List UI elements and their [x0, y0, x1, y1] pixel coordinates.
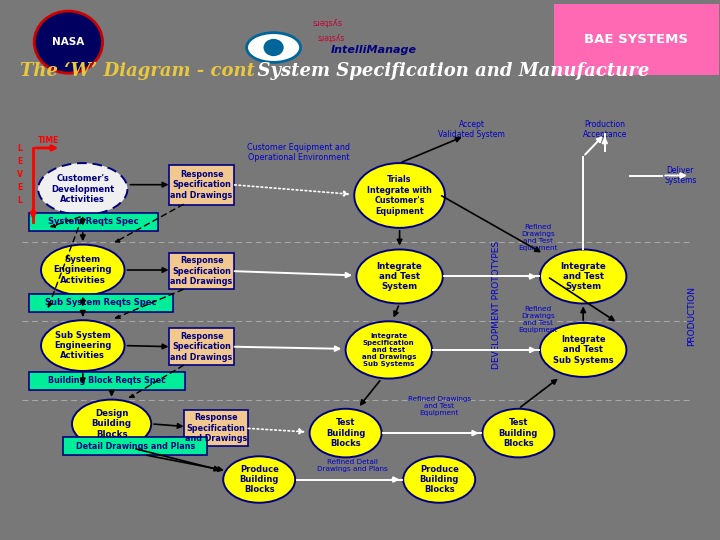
Text: BAE SYSTEMS: BAE SYSTEMS: [585, 33, 688, 46]
Ellipse shape: [354, 163, 445, 228]
Ellipse shape: [356, 249, 443, 303]
Text: DEVELOPMENT PROTOTYPES: DEVELOPMENT PROTOTYPES: [492, 241, 501, 369]
Text: Sub System
Engineering
Activities: Sub System Engineering Activities: [54, 330, 112, 361]
Ellipse shape: [346, 321, 432, 379]
Ellipse shape: [35, 11, 103, 73]
Text: Refined Detail
Drawings and Plans: Refined Detail Drawings and Plans: [318, 459, 388, 472]
Text: Production
Acceptance: Production Acceptance: [582, 120, 627, 139]
Text: Detail Drawings and Plans: Detail Drawings and Plans: [76, 442, 195, 450]
Text: Integrate
and Test
Sub Systems: Integrate and Test Sub Systems: [553, 335, 613, 365]
Text: System Reqts Spec: System Reqts Spec: [48, 218, 138, 226]
Ellipse shape: [310, 409, 382, 457]
Text: Produce
Building
Blocks: Produce Building Blocks: [420, 464, 459, 495]
FancyBboxPatch shape: [29, 213, 158, 231]
Ellipse shape: [223, 456, 295, 503]
Text: Integrate
and Test
System: Integrate and Test System: [377, 261, 423, 292]
Text: System Specification and Manufacture: System Specification and Manufacture: [245, 62, 649, 80]
FancyBboxPatch shape: [29, 372, 185, 390]
Text: NASA: NASA: [53, 37, 84, 47]
Text: Design
Building
Blocks: Design Building Blocks: [91, 409, 132, 439]
Text: Test
Building
Blocks: Test Building Blocks: [499, 418, 538, 448]
Text: Response
Specification
and Drawings: Response Specification and Drawings: [185, 413, 247, 443]
Text: Accept
Validated System: Accept Validated System: [438, 120, 505, 139]
Text: E: E: [17, 183, 23, 192]
Ellipse shape: [540, 323, 626, 377]
FancyBboxPatch shape: [168, 165, 235, 205]
FancyBboxPatch shape: [63, 437, 207, 455]
Ellipse shape: [264, 39, 284, 56]
Ellipse shape: [403, 456, 475, 503]
FancyBboxPatch shape: [0, 0, 720, 78]
Text: IntelliManage: IntelliManage: [331, 45, 417, 55]
Text: Response
Specification
and Drawings: Response Specification and Drawings: [171, 256, 233, 286]
Text: PRODUCTION: PRODUCTION: [687, 286, 696, 346]
Text: Test
Building
Blocks: Test Building Blocks: [326, 418, 365, 448]
Ellipse shape: [41, 245, 125, 295]
Text: Response
Specification
and Drawings: Response Specification and Drawings: [171, 332, 233, 362]
Text: sɹǝʇsʎs: sɹǝʇsʎs: [318, 33, 345, 42]
Text: Sub System Reqts Spec: Sub System Reqts Spec: [45, 299, 156, 307]
Text: Integrate
and Test
System: Integrate and Test System: [560, 261, 606, 292]
Ellipse shape: [72, 400, 151, 448]
FancyBboxPatch shape: [554, 4, 719, 75]
Text: sɹǝʇsʎs: sɹǝʇsʎs: [312, 18, 343, 27]
Text: L: L: [18, 196, 22, 205]
Text: Response
Specification
and Drawings: Response Specification and Drawings: [171, 170, 233, 200]
FancyBboxPatch shape: [168, 253, 235, 289]
Text: TIME: TIME: [38, 136, 60, 145]
Text: Deliver
Systems: Deliver Systems: [665, 166, 696, 185]
Text: Customer's
Development
Activities: Customer's Development Activities: [51, 174, 114, 204]
Text: Refined
Drawings
and Test
Equipment: Refined Drawings and Test Equipment: [518, 306, 558, 333]
Text: Produce
Building
Blocks: Produce Building Blocks: [240, 464, 279, 495]
Ellipse shape: [540, 249, 626, 303]
FancyBboxPatch shape: [29, 294, 173, 312]
Text: System
Engineering
Activities: System Engineering Activities: [53, 255, 112, 285]
Text: The ‘W’ Diagram - cont: The ‘W’ Diagram - cont: [20, 62, 255, 80]
Ellipse shape: [38, 163, 127, 215]
Text: Refined Drawings
and Test
Equipment: Refined Drawings and Test Equipment: [408, 396, 471, 416]
Ellipse shape: [246, 32, 301, 62]
Text: Customer Equipment and
Operational Environment: Customer Equipment and Operational Envir…: [247, 143, 351, 162]
Text: Trials
Integrate with
Customer's
Equipment: Trials Integrate with Customer's Equipme…: [367, 176, 432, 215]
Text: Refined
Drawings
and Test
Equipment: Refined Drawings and Test Equipment: [518, 224, 558, 251]
Text: Building Block Reqts Spec: Building Block Reqts Spec: [48, 376, 166, 385]
Text: Integrate
Specification
and test
and Drawings
Sub Systems: Integrate Specification and test and Dra…: [361, 333, 416, 367]
Ellipse shape: [482, 409, 554, 457]
Text: E: E: [17, 157, 23, 166]
Ellipse shape: [41, 320, 125, 371]
FancyBboxPatch shape: [184, 410, 248, 446]
Text: V: V: [17, 170, 23, 179]
FancyBboxPatch shape: [168, 328, 235, 365]
Text: L: L: [18, 144, 22, 153]
